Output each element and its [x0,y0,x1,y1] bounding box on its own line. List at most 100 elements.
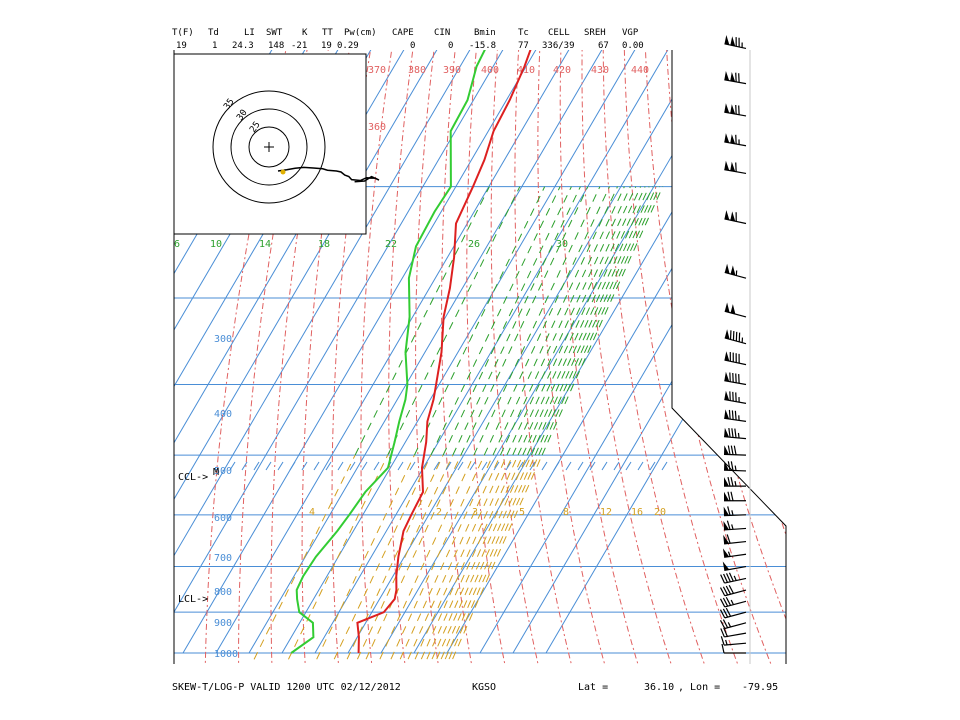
wind-barb-flag [722,548,730,558]
header-values: 19 1 24.3 148 -21 19 0.29 0 0 -15.8 77 336/39 67 0.00 [176,41,644,51]
wind-barb-half [727,622,732,628]
header-value: 67 [598,41,609,51]
wind-barb-full [720,636,725,646]
mixing-ratio-line-lower [430,454,528,664]
wind-barb [724,103,747,117]
ccl-dash [445,461,452,471]
footer-title: SKEW-T/LOG-P VALID 1200 UTC 02/12/2012 [172,682,401,693]
dewpoint-line [290,50,630,654]
wind-barb-full [728,584,734,594]
wind-barb-full [719,609,726,619]
wind-barb-flag [724,409,730,420]
wind-barb [723,445,747,456]
dry-adiabat-line [662,50,786,664]
header-value: 148 [268,41,284,51]
wind-barb-full [730,461,734,471]
wind-barb [719,607,747,619]
hodograph-ring [248,126,290,168]
isotherm-line [281,50,786,654]
wind-barb [720,636,747,646]
dry-adiabat-line [581,50,675,664]
wind-barb [720,572,747,584]
wind-barb-full [722,597,729,607]
ccl-dash [301,461,308,471]
ccl-dash [397,461,404,471]
header-label: CELL [548,28,570,38]
wind-barb-full [719,620,726,629]
header-labels: T(F) Td LI SWT K TT Pw(cm) CAPE CIN Bmin Tc CELL SRE… [172,28,639,38]
wind-barb-full [720,628,725,638]
header-label: Bmin [474,28,496,38]
mixing-ratio-label: 22 [385,239,397,250]
wind-barb-full [725,573,731,583]
header-label: CAPE [392,28,414,38]
wind-barb-staff [724,436,747,440]
mixing-ratio-label-lower: 5 [519,507,525,518]
ccl-dash [541,461,548,471]
mixing-ratio-line [483,186,610,456]
wind-barb-staff [724,642,747,646]
mixing-ratio-label-lower: 2 [436,507,442,518]
wind-barb-flag [730,161,736,172]
wind-barb-staff [724,622,747,630]
wind-barb-full [727,461,731,471]
wind-barb-flag [724,210,730,220]
wind-barb-flag [723,534,730,544]
hodograph-box [174,53,367,235]
wind-barb-full [727,506,731,516]
wind-barb-full [722,608,729,618]
wind-barb [719,584,747,597]
mixing-ratio-line-lower [281,454,389,664]
wind-barb [724,427,747,440]
isobar-lines [174,186,786,654]
wind-barb-half [730,599,734,605]
theta-label: 380 [408,65,426,76]
ccl-dash [625,461,632,471]
wind-barb-flag [730,265,736,276]
wind-barb-half [725,639,728,646]
ccl-dash [493,461,500,471]
dry-adiabat-line [681,50,786,664]
ccl-dash [505,461,512,471]
wind-barb-full [728,428,731,438]
wind-barb-full [730,445,734,455]
pressure-label: 800 [214,587,232,598]
ccl-dash [481,461,488,471]
ccl-dash [661,461,668,471]
wind-barb-full [722,619,729,628]
mixing-ratio-line [460,186,589,456]
storm-motion-dot [280,169,286,175]
mixing-ratio-line-lower [415,454,514,664]
mixing-ratio-line [499,186,625,456]
mixing-ratio-label-lower: 4 [309,507,315,518]
wind-barb-flag [723,520,730,530]
ccl-dash [565,461,572,471]
mixing-ratio-line-lower [439,454,536,664]
pressure-label: 1000 [214,649,238,660]
ccl-dash [577,461,584,471]
hodograph-ring [230,108,308,186]
mixing-ratio-label-lower: 16 [631,507,643,518]
mixing-ratio-line [506,186,631,456]
mixing-ratio-label-lower: 3 [472,507,478,518]
ccl-dash [337,461,344,471]
wind-barb-flag [724,329,730,340]
mixing-ratio-line [492,186,618,456]
isotherm-line [174,50,673,654]
wind-barbs-column [719,35,747,654]
wind-barb-full [723,627,728,637]
wind-barb-half [737,432,740,439]
header-value: -21 [291,41,307,51]
isotherm-label: 30 [771,486,787,502]
mixing-ratio-line-lower [393,454,494,664]
mixing-ratio-line-lower [340,454,444,664]
isotherm-label: -10 [681,256,700,277]
ccl-dash [517,461,524,471]
wind-barb-full [723,573,728,583]
wind-barb-full [719,598,726,608]
mixing-ratio-label: 6 [174,239,180,250]
mixing-ratio-line-lower [446,454,543,664]
mixing-ratio-line [430,186,561,456]
wind-barb-flag [724,103,730,113]
mixing-ratio-label: 18 [318,239,330,250]
